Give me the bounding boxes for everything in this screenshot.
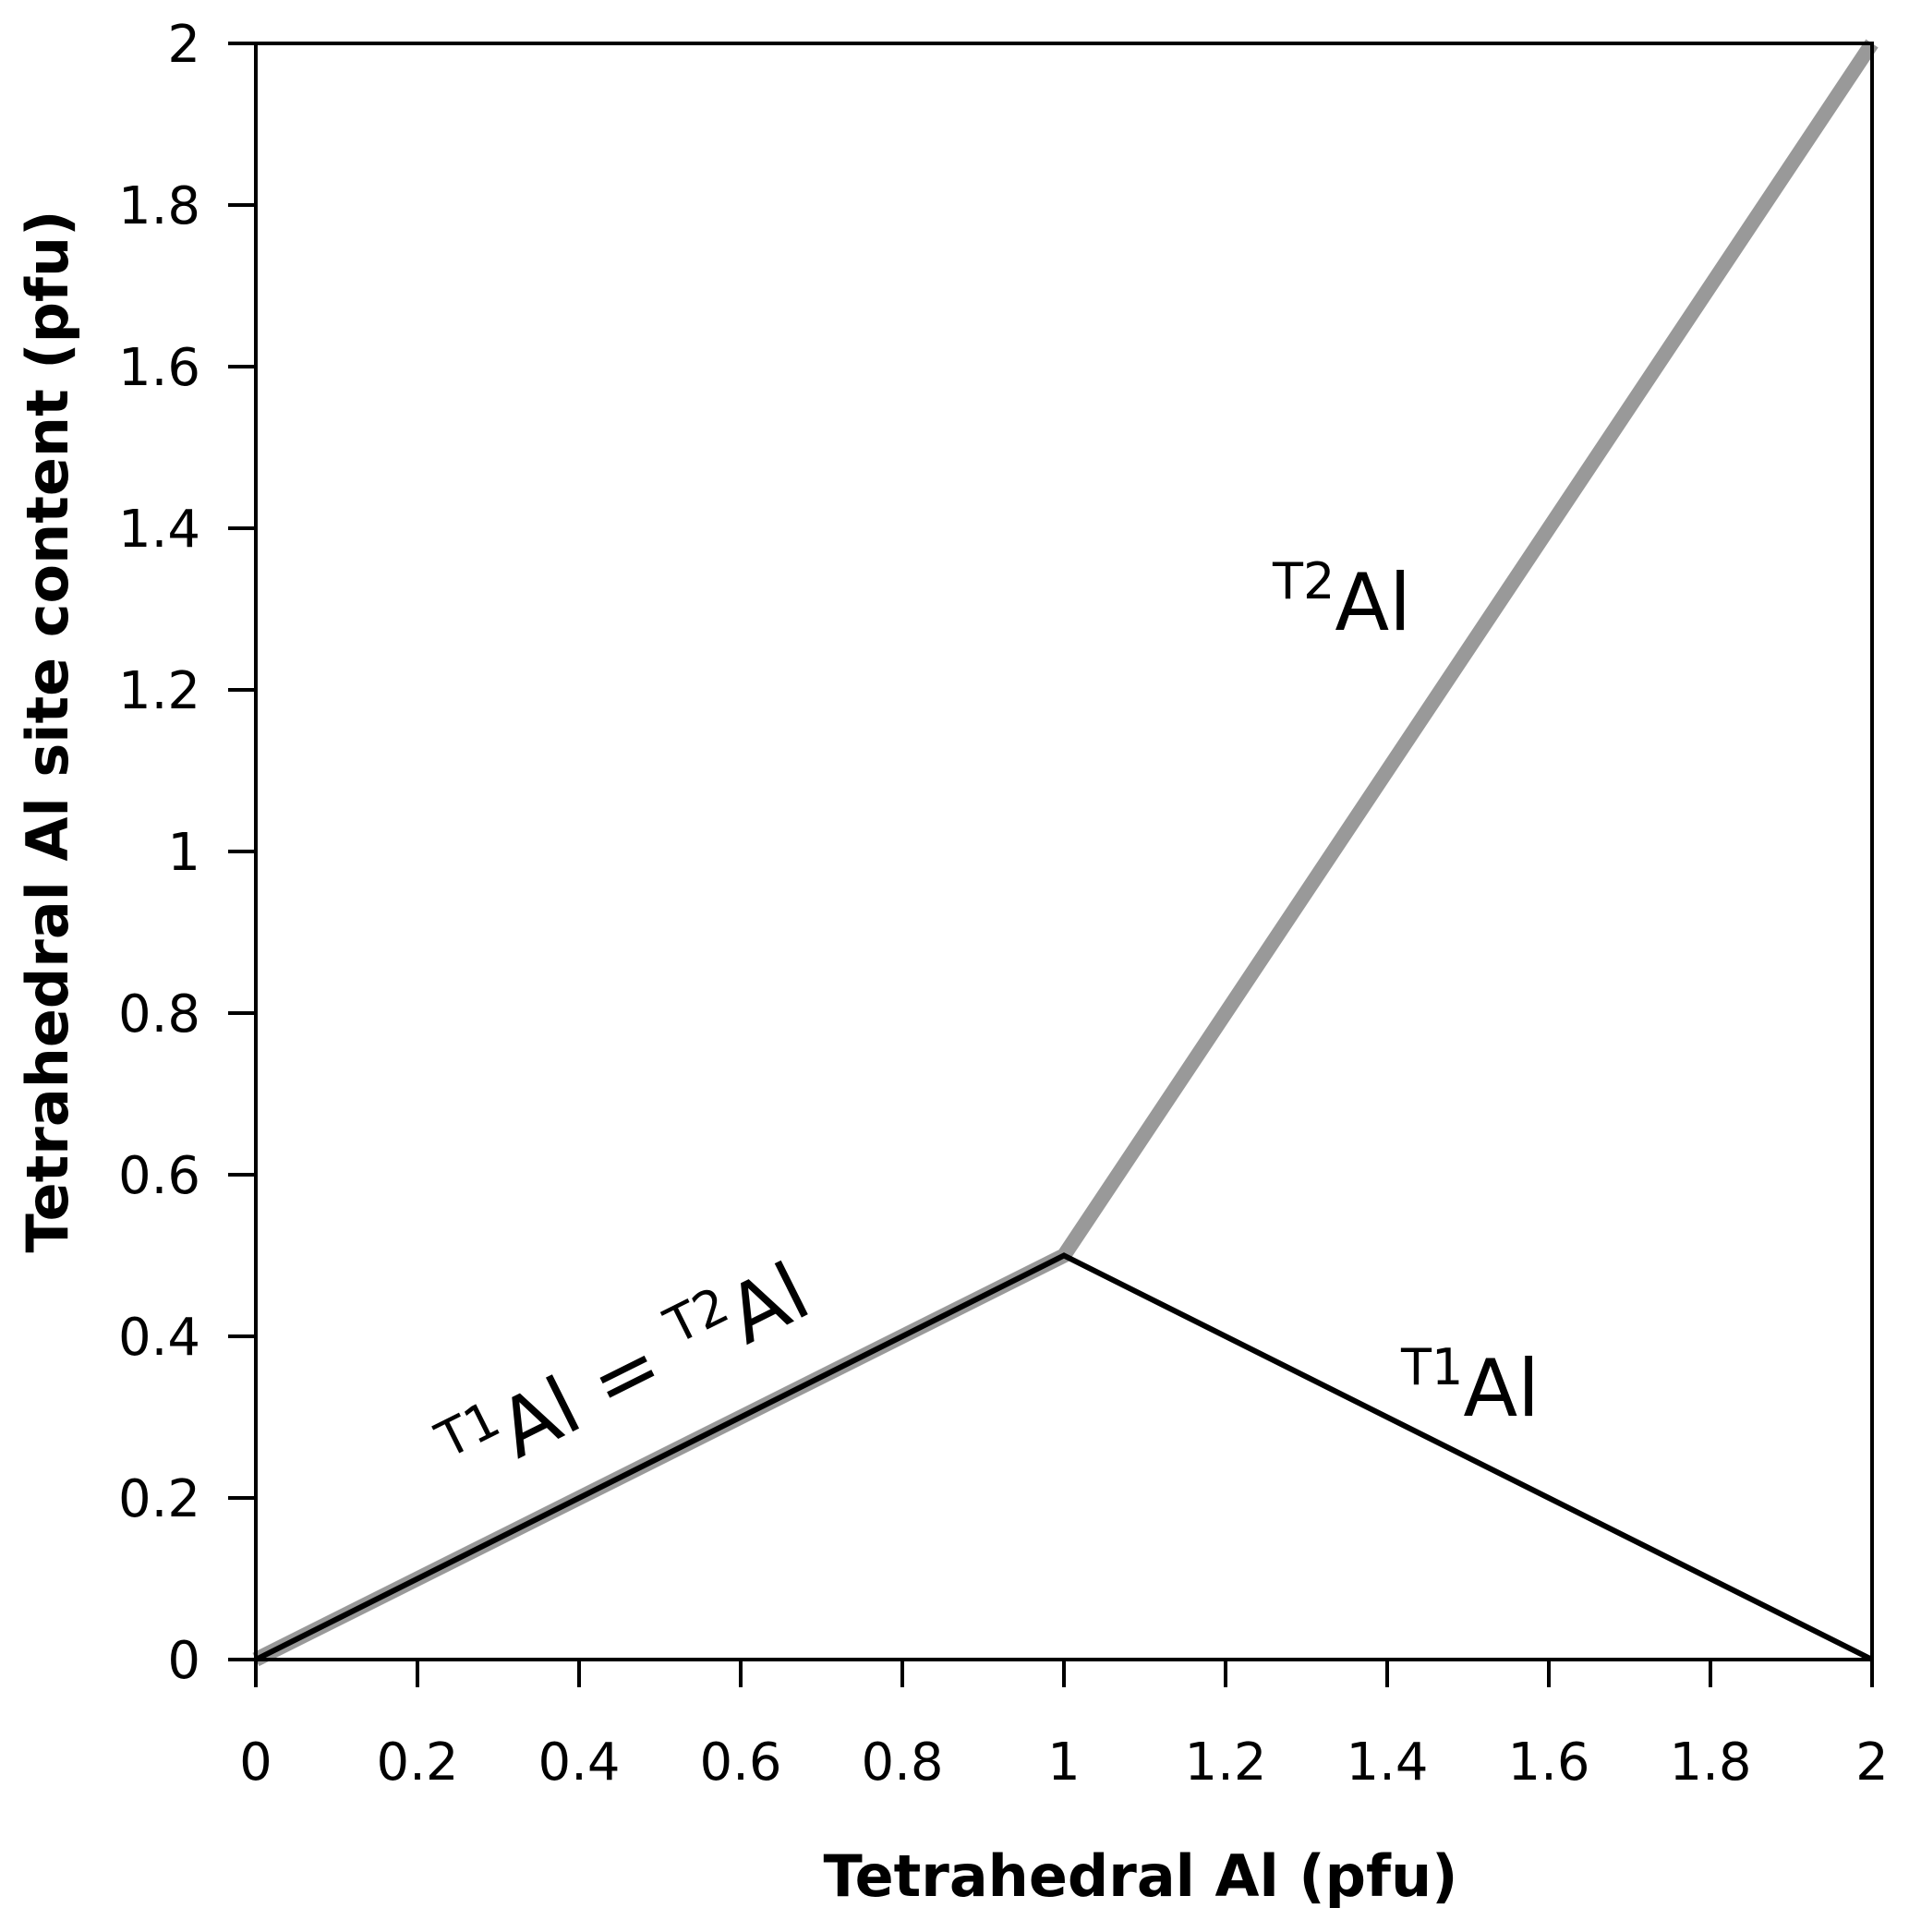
y-tick-label: 0.6: [118, 1146, 200, 1206]
y-tick-label: 1.2: [118, 661, 200, 721]
x-tick-label: 1.2: [1184, 1733, 1266, 1793]
y-tick-label: 1.4: [118, 500, 200, 560]
tick-layer: 0 0.2 0.4 0.6 0.8 1 1.2 1.4 1.6 1.8 2 0 0.2 0.4 0.6 0.8…: [118, 15, 1889, 1793]
x-tick-label: 0.8: [861, 1733, 943, 1793]
y-tick-label: 0.4: [118, 1308, 200, 1368]
x-tick-label: 2: [1855, 1733, 1889, 1793]
y-tick-label: 1.6: [118, 338, 200, 398]
x-tick-label: 0: [239, 1733, 272, 1793]
annotation-t1-al: T1Al: [1400, 1338, 1540, 1435]
y-tick-label: 1.8: [118, 176, 200, 236]
annotation-text: Al: [1463, 1343, 1540, 1435]
annotation-text: Al: [714, 1246, 824, 1362]
x-tick-label: 1.4: [1346, 1733, 1428, 1793]
x-tick-label: 0.6: [699, 1733, 781, 1793]
y-tick-label: 0.8: [118, 984, 200, 1044]
annotation-t1-equals-t2: T1Al = T2Al: [427, 1241, 824, 1504]
y-axis-title: Tetrahedral Al site content (pfu): [14, 211, 81, 1253]
annotation-t2-al: T2Al: [1272, 552, 1411, 649]
y-tick-label: 1: [167, 823, 200, 883]
x-tick-label: 1.6: [1507, 1733, 1589, 1793]
x-axis-title: Tetrahedral Al (pfu): [824, 1842, 1458, 1910]
annotation-superscript: T2: [1272, 552, 1335, 610]
x-tick-label: 1.8: [1669, 1733, 1751, 1793]
x-tick-label: 1: [1047, 1733, 1081, 1793]
y-tick-label: 2: [167, 15, 200, 75]
x-tick-label: 0.2: [376, 1733, 458, 1793]
annotation-text: Al: [1335, 557, 1411, 649]
series-layer: [252, 39, 1879, 1667]
y-tick-label: 0: [167, 1631, 200, 1691]
annotation-superscript: T1: [1400, 1338, 1463, 1396]
series-line-t1al: [254, 1252, 1874, 1662]
x-tick-label: 0.4: [538, 1733, 620, 1793]
y-tick-label: 0.2: [118, 1469, 200, 1529]
